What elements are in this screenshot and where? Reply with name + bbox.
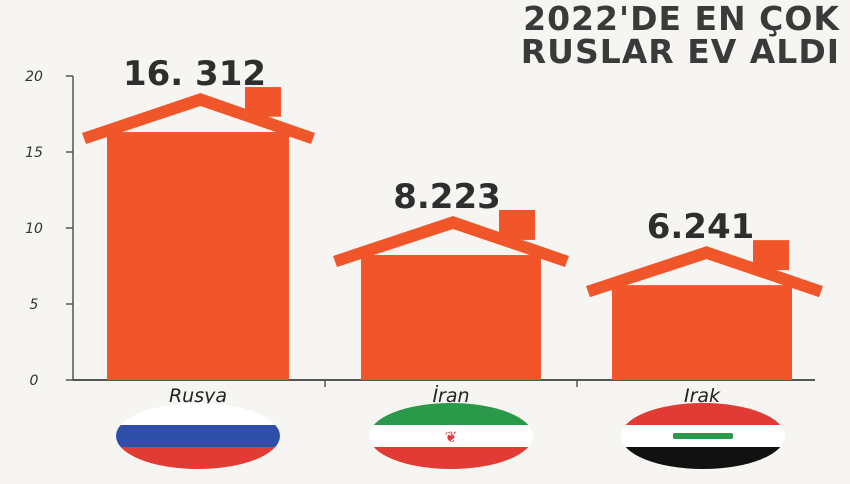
bar-roof-1 [333, 216, 569, 268]
y-tick-label: 10 [25, 221, 43, 237]
value-label-0: 16. 312 [123, 54, 266, 94]
category-label-2: Irak [684, 385, 721, 407]
chart-title-line-2: RUSLAR EV ALDI [521, 32, 840, 71]
bar-1 [361, 255, 541, 380]
flag-stripe [369, 425, 533, 448]
y-tick-label: 5 [30, 297, 39, 313]
flag-stripe [621, 403, 785, 426]
emblem-icon [673, 433, 733, 439]
y-tick-label: 0 [30, 373, 39, 389]
flag-stripe [116, 403, 280, 426]
category-label-1: İran [432, 384, 469, 407]
iraq-flag-icon [621, 403, 785, 469]
flag-stripe [369, 447, 533, 469]
value-label-1: 8.223 [393, 177, 501, 217]
flag-stripe [369, 403, 533, 426]
russia-flag-icon [116, 403, 280, 469]
labels-layer: 16. 312 Rusya 8.223 İran 6.241 Irak [123, 54, 754, 407]
value-label-2: 6.241 [647, 207, 755, 247]
y-tick-label: 20 [25, 69, 43, 85]
flags-layer: ❦ [116, 403, 785, 469]
chart-title-line-1: 2022'DE EN ÇOK [523, 0, 840, 38]
flag-stripe [116, 447, 280, 469]
y-tick-label: 15 [25, 145, 43, 161]
emblem-icon: ❦ [445, 428, 458, 446]
bar-0 [107, 132, 289, 380]
bar-roof-0 [82, 93, 315, 145]
bars-layer [82, 87, 823, 380]
bar-roof-2 [586, 246, 823, 298]
iran-flag-icon: ❦ [369, 403, 533, 469]
flag-stripe [621, 447, 785, 469]
category-label-0: Rusya [169, 385, 227, 407]
flag-stripe [116, 425, 280, 448]
bar-2 [612, 285, 792, 380]
